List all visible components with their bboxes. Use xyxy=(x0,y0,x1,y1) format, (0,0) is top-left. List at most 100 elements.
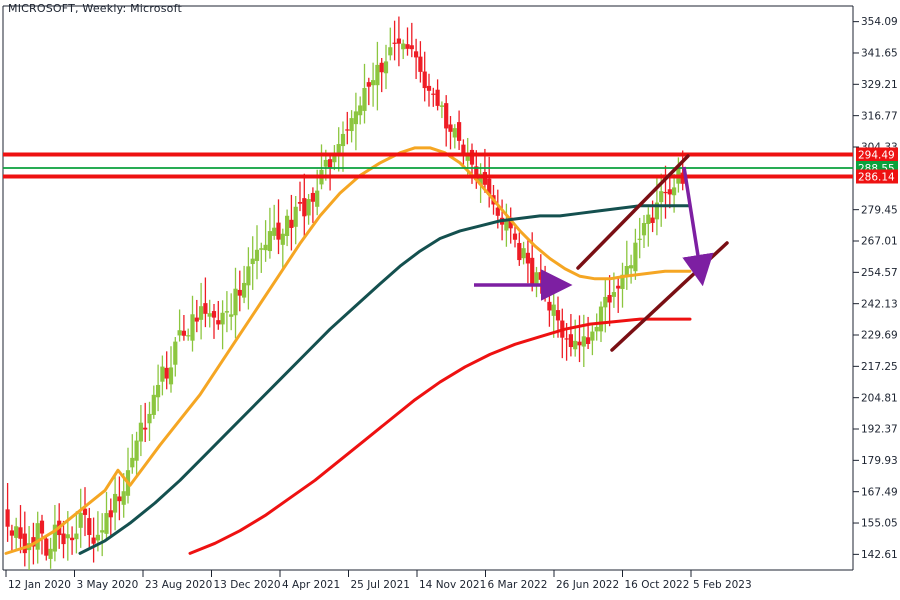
candle-body xyxy=(74,533,79,540)
candlestick xyxy=(431,87,436,107)
breakdown-purple-arrow[interactable] xyxy=(682,166,714,287)
price-axis: 354.09341.65329.21316.77304.33279.45267.… xyxy=(853,16,898,561)
candlestick xyxy=(22,511,27,567)
candlestick xyxy=(27,526,32,570)
candlestick xyxy=(70,526,75,555)
candle-body xyxy=(543,285,548,296)
candle-body xyxy=(328,159,333,168)
candlestick xyxy=(194,299,199,333)
candle-body xyxy=(379,62,384,73)
candlestick xyxy=(164,351,169,390)
candlestick xyxy=(14,517,19,551)
candlestick xyxy=(237,270,242,312)
wedge-lower-trendline[interactable] xyxy=(610,241,729,352)
candle-body xyxy=(598,306,604,332)
candle-body xyxy=(362,88,367,111)
candlestick xyxy=(616,278,621,313)
date-axis-label: 26 Jun 2022 xyxy=(556,579,619,591)
purple-arrow-annotations[interactable] xyxy=(474,166,714,301)
candlestick xyxy=(39,514,45,555)
candle-body xyxy=(444,103,449,129)
candlestick xyxy=(5,482,10,542)
candle-body xyxy=(555,310,561,321)
candlestick xyxy=(517,232,522,266)
candle-body xyxy=(121,491,126,505)
date-axis-label: 12 Jan 2020 xyxy=(8,579,71,591)
candlestick xyxy=(362,63,367,124)
candle-body xyxy=(242,282,247,298)
price-axis-label: 341.65 xyxy=(861,48,898,60)
candle-body xyxy=(388,47,393,56)
candle-body xyxy=(672,187,677,196)
moving-average-lines xyxy=(4,146,692,555)
candle-body xyxy=(263,244,268,251)
candle-body xyxy=(568,334,573,348)
candlestick xyxy=(560,308,565,359)
candle-body xyxy=(289,219,294,228)
candlestick xyxy=(48,537,53,569)
candle-body xyxy=(95,534,100,541)
candlestick xyxy=(177,309,182,342)
wedge-upper-trendline[interactable] xyxy=(576,154,690,270)
candlestick xyxy=(573,319,578,357)
candle-body xyxy=(272,227,277,236)
candle-body xyxy=(22,533,27,554)
candlestick xyxy=(168,346,174,393)
candlestick xyxy=(646,207,651,247)
candle-body xyxy=(9,530,14,536)
candle-body xyxy=(44,538,49,556)
candle-body xyxy=(426,85,432,91)
candle-body xyxy=(418,56,423,72)
candlestick xyxy=(242,265,247,304)
candlestick xyxy=(143,402,148,443)
candle-body xyxy=(607,295,612,303)
price-axis-label: 316.77 xyxy=(861,110,898,122)
candlestick xyxy=(302,173,307,239)
candlestick xyxy=(405,27,410,56)
candlestick xyxy=(594,313,599,341)
candlestick xyxy=(216,300,221,330)
candlestick xyxy=(336,127,341,172)
candle-body xyxy=(164,367,169,379)
candlestick xyxy=(147,401,152,441)
candlestick xyxy=(250,236,255,290)
candlestick xyxy=(633,228,638,280)
candle-body xyxy=(91,537,96,544)
candlestick xyxy=(452,124,457,149)
plot-frame xyxy=(2,5,854,571)
candle-body xyxy=(134,440,139,461)
candle-body xyxy=(581,336,586,347)
price-axis-label: 167.49 xyxy=(861,486,898,498)
candle-body xyxy=(100,530,105,533)
candlestick xyxy=(521,241,526,265)
candlestick xyxy=(44,534,49,561)
candlestick xyxy=(637,217,642,259)
date-axis-label: 23 Aug 2020 xyxy=(145,579,212,591)
candlestick xyxy=(607,275,612,327)
candle-body xyxy=(113,493,118,513)
candlestick xyxy=(629,254,634,284)
price-axis-label: 354.09 xyxy=(861,16,898,28)
candle-body xyxy=(414,51,419,58)
candle-body xyxy=(177,330,182,336)
candle-body xyxy=(336,144,341,153)
candlestick xyxy=(345,111,350,145)
candle-body xyxy=(383,61,389,74)
candle-body xyxy=(203,303,208,314)
candlestick xyxy=(328,153,333,191)
candle-body xyxy=(302,198,307,217)
candle-body xyxy=(641,223,647,236)
candle-body xyxy=(547,301,552,311)
candle-body xyxy=(220,312,225,325)
candle-body xyxy=(104,513,109,534)
candle-body xyxy=(211,311,217,318)
candle-body xyxy=(637,238,642,240)
candlestick xyxy=(319,144,324,190)
date-axis-label: 25 Jul 2021 xyxy=(351,579,410,591)
candle-body xyxy=(186,335,191,337)
candlestick xyxy=(392,20,397,61)
date-axis-label: 14 Nov 2021 xyxy=(419,579,486,591)
candle-body xyxy=(246,266,251,286)
candle-body xyxy=(624,265,629,277)
candle-body xyxy=(401,43,406,50)
